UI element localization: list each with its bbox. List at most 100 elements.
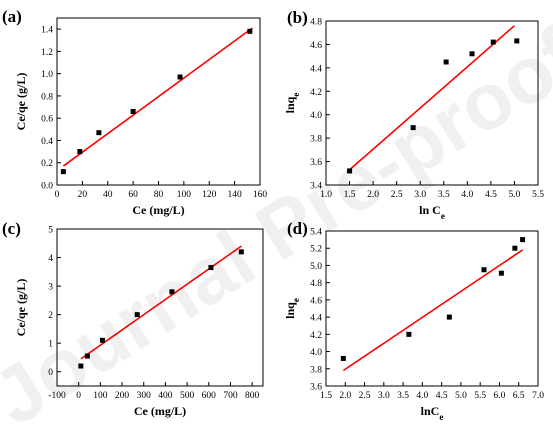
y-tick-label: 3.8 [310, 135, 322, 145]
y-tick-label: 4.6 [310, 41, 322, 51]
plot-frame [56, 17, 261, 186]
y-tick-label: 5 [48, 226, 53, 236]
data-point [406, 331, 412, 337]
x-tick-label: 2.0 [339, 391, 351, 401]
x-tick-label: 4.5 [436, 391, 448, 401]
fit-line [80, 245, 242, 360]
x-tick-label: 0 [55, 190, 60, 200]
data-point [169, 289, 175, 295]
y-tick-label: 0 [48, 368, 53, 378]
x-tick-label: 3.0 [378, 391, 390, 401]
plot-frame [325, 20, 539, 186]
x-tick-label: 7.0 [532, 391, 544, 401]
fit-line [349, 25, 515, 171]
x-tick-label: 300 [137, 391, 152, 401]
x-tick-label: 6.5 [513, 391, 525, 401]
data-point [96, 130, 102, 136]
x-tick-label: 60 [128, 190, 138, 200]
y-tick-label: 4 [48, 254, 53, 264]
x-axis-title: Ce (mg/L) [132, 203, 184, 217]
x-tick-label: 3.5 [397, 391, 409, 401]
y-axis-title: lnqe [283, 298, 301, 319]
y-tick-label: 2 [48, 311, 53, 321]
y-tick-label: 3.4 [310, 182, 322, 192]
data-point [446, 314, 452, 320]
y-axis-title: Ce/qe (g/L) [14, 279, 28, 337]
data-point [208, 265, 214, 271]
y-tick-label: 4.0 [310, 111, 322, 121]
y-tick-label: 1.4 [41, 26, 53, 36]
x-tick-label: 1.5 [344, 190, 356, 200]
panel-a: (a) 0 20 40 60 80 100 120 140 160 0.0 0.2 0.4 0.6 0.8 1… [2, 7, 267, 217]
x-tick-label: 80 [154, 190, 164, 200]
y-tick-label: 0.8 [41, 92, 53, 102]
y-tick-label: 0.2 [41, 159, 53, 169]
y-tick-label: 0.6 [41, 115, 53, 125]
y-tick-label: 3.8 [310, 365, 322, 375]
x-tick-label: 120 [202, 190, 217, 200]
data-point [60, 169, 66, 175]
data-point [247, 28, 253, 34]
data-point [347, 168, 353, 174]
x-tick-label: 2.5 [359, 391, 371, 401]
x-tick-label: 600 [202, 391, 217, 401]
x-tick-label: 100 [177, 190, 192, 200]
x-tick-label: 3.0 [414, 190, 426, 200]
data-point [100, 337, 106, 343]
fit-line [62, 27, 253, 167]
x-tick-label: 2.0 [367, 190, 379, 200]
x-tick-label: 40 [103, 190, 113, 200]
y-tick-label: 4.8 [310, 18, 322, 28]
x-tick-label: 5.0 [509, 190, 521, 200]
x-tick-label: -100 [48, 391, 66, 401]
y-tick-label: 0.4 [41, 137, 53, 147]
x-tick-label: 140 [228, 190, 243, 200]
data-point [490, 39, 496, 45]
x-axis-title: ln Ce [419, 203, 445, 221]
data-point [469, 51, 475, 57]
y-axis-title: lnqe [283, 93, 301, 114]
panel-b: (b) 1.0 1.5 2.0 2.5 3.0 3.5 4.0 4.5 5.0 5.5 3.4 3.6 3… [283, 8, 544, 221]
data-point [481, 267, 487, 273]
panel-label: (c) [2, 219, 21, 238]
fit-line [342, 249, 524, 372]
x-tick-label: 500 [180, 391, 195, 401]
x-tick-label: 3.5 [438, 190, 450, 200]
y-tick-label: 5.0 [310, 262, 322, 272]
x-tick-label: 6.0 [494, 391, 506, 401]
data-point [512, 245, 518, 251]
data-point [514, 38, 520, 44]
y-tick-label: 4.8 [310, 279, 322, 289]
data-point [443, 59, 449, 65]
panel-label: (a) [2, 7, 22, 26]
y-tick-label: 4.2 [310, 88, 322, 98]
x-tick-label: 700 [223, 391, 238, 401]
x-tick-label: 20 [78, 190, 88, 200]
data-point [410, 125, 416, 131]
x-tick-label: 4.0 [461, 190, 473, 200]
x-tick-label: 5.5 [532, 190, 544, 200]
y-tick-label: 1 [48, 340, 53, 350]
x-tick-label: 1.5 [320, 391, 332, 401]
data-point [77, 149, 83, 155]
y-tick-label: 4.0 [310, 348, 322, 358]
x-axis-title: Ce (mg/L) [134, 404, 186, 418]
y-axis-title: Ce/qe (g/L) [14, 73, 28, 131]
x-tick-label: 5.5 [474, 391, 486, 401]
y-tick-label: 3.6 [310, 158, 322, 168]
panel-d: (d) 1.5 2.0 2.5 3.0 3.5 4.0 4.5 5.0 5.5 6.0 6.5 7.0 3… [283, 219, 544, 422]
y-tick-label: 4.4 [310, 64, 322, 74]
y-tick-label: 0.0 [41, 182, 53, 192]
data-point [520, 237, 526, 243]
panel-label: (d) [287, 219, 308, 238]
y-tick-label: 4.2 [310, 331, 322, 341]
x-tick-label: 4.0 [416, 391, 428, 401]
x-tick-label: 4.5 [485, 190, 497, 200]
panel-c: (c) -100 0 100 200 300 400 500 600 700 800 0 1 2 3 4 5 Ce… [2, 219, 264, 418]
y-tick-label: 4.6 [310, 296, 322, 306]
data-point [84, 353, 90, 359]
panel-label: (b) [287, 8, 308, 27]
x-tick-label: 800 [245, 391, 260, 401]
x-tick-label: 1.0 [320, 190, 332, 200]
